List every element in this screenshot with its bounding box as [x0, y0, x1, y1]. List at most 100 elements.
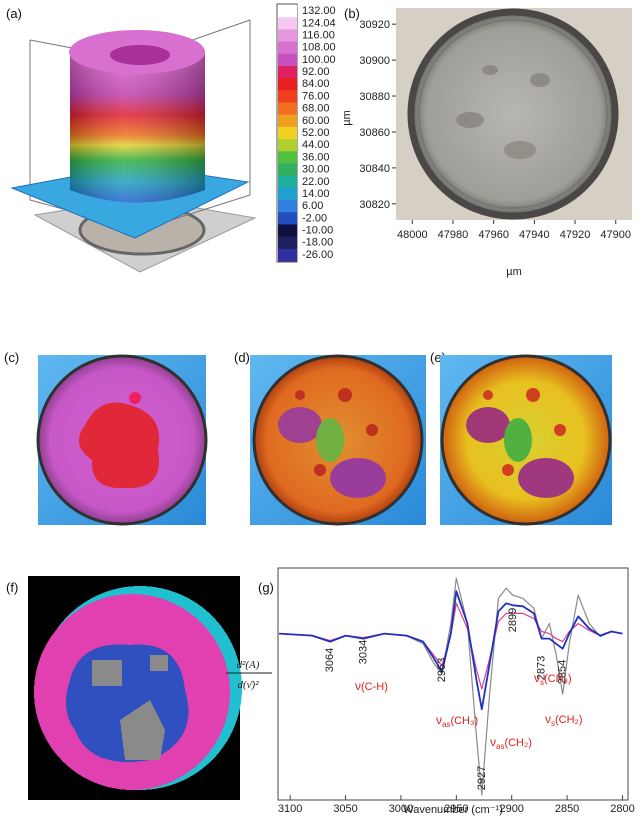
- colorbar-band: [278, 151, 297, 164]
- colorbar-label: 6.00: [302, 200, 323, 212]
- colorbar-label: -26.00: [302, 249, 333, 261]
- band-assignment: νs(CH₂): [545, 712, 582, 728]
- x-tick-label: 47980: [438, 229, 469, 241]
- colorbar-band: [278, 102, 297, 116]
- colorbar-band: [278, 17, 297, 30]
- nu: ν: [545, 712, 551, 726]
- peak-label: 2899: [507, 608, 519, 632]
- colorbar-band: [278, 163, 297, 177]
- peak-label: 2873: [536, 656, 548, 680]
- colorbar: 132.00124.04116.00108.00100.0092.0084.00…: [276, 3, 336, 263]
- panel-label: (f): [6, 580, 18, 595]
- panel-label: (g): [258, 580, 274, 595]
- colorbar-band: [278, 53, 297, 67]
- colorbar-label: -10.00: [302, 225, 333, 237]
- colorbar-band: [278, 5, 297, 18]
- colorbar-band: [278, 175, 297, 189]
- x-tick-label: 3100: [278, 803, 302, 815]
- band-assignment: νs(CH₃): [534, 671, 572, 687]
- colorbar-label: 44.00: [302, 139, 330, 151]
- colorbar-band: [278, 126, 297, 140]
- colorbar-band: [278, 248, 297, 262]
- colorbar-label: 68.00: [302, 103, 330, 115]
- colorbar-band: [278, 212, 297, 225]
- colorbar-label: 108.00: [302, 42, 336, 54]
- chemical-image: [36, 354, 208, 526]
- mode: s: [551, 719, 555, 728]
- colorbar-label: 100.00: [302, 54, 336, 66]
- band-assignment: νas(CH₃): [436, 713, 478, 729]
- colorbar-band: [278, 139, 297, 152]
- colorbar-label: -2.00: [302, 212, 327, 224]
- y-axis-label: µm: [341, 110, 353, 126]
- colorbar-label: 132.00: [302, 5, 336, 17]
- colorbar-label: 14.00: [302, 188, 330, 200]
- x-tick-label: 2800: [610, 803, 634, 815]
- colorbar-label: 30.00: [302, 164, 330, 176]
- panel-label: (b): [344, 6, 360, 21]
- colorbar-band: [278, 114, 297, 128]
- peak-label: 3064: [324, 648, 336, 672]
- colorbar-label: 124.04: [302, 17, 336, 29]
- colorbar-band: [278, 90, 297, 104]
- x-tick-label: 47960: [478, 229, 509, 241]
- band-assignment: νas(CH₂): [490, 735, 532, 751]
- mode: as: [442, 720, 450, 729]
- x-tick-label: 47920: [560, 229, 591, 241]
- nu: ν: [436, 713, 442, 727]
- micrograph-axes: 48000 47980 47960 47940 47920 47900 30820 30840…: [341, 19, 631, 278]
- x-tick-label: 3050: [333, 803, 357, 815]
- peak-label: 3034: [357, 640, 369, 664]
- group: (CH₂): [555, 714, 582, 726]
- colorbar-label: 52.00: [302, 127, 330, 139]
- band-assignment: ν(C-H): [355, 679, 388, 693]
- x-tick-label: 2850: [555, 803, 579, 815]
- panel-label: (d): [234, 350, 250, 365]
- panel-label: (c): [4, 350, 19, 365]
- colorbar-band: [278, 78, 297, 91]
- y-tick-label: 30860: [359, 127, 390, 139]
- y-tick-label: 30840: [359, 163, 390, 175]
- y-tick-label: 30920: [359, 19, 390, 31]
- x-tick-label: 3000: [389, 803, 413, 815]
- colorbar-label: 84.00: [302, 78, 330, 90]
- x-tick-label: 47900: [600, 229, 631, 241]
- micrograph: [396, 8, 632, 220]
- colorbar-band: [278, 236, 297, 250]
- group: (CH₂): [504, 737, 531, 749]
- y-axis-label: d(ν̄)²: [237, 679, 259, 691]
- x-tick-label: 2900: [499, 803, 523, 815]
- group: (CH₃): [544, 673, 572, 685]
- colorbar-label: 76.00: [302, 90, 330, 102]
- cluster-map: [28, 576, 242, 800]
- group: (C-H): [361, 681, 388, 693]
- group: (CH₃): [450, 715, 478, 727]
- colorbar-band: [278, 200, 297, 213]
- peak-label: 2963: [436, 658, 448, 682]
- colorbar-label: 92.00: [302, 66, 330, 78]
- spectrum-line: [279, 577, 623, 796]
- x-tick-label: 48000: [397, 229, 428, 241]
- y-axis-label: d²(A): [237, 659, 260, 671]
- peak-label: 2927: [476, 766, 488, 790]
- panel-label: (a): [6, 6, 22, 21]
- x-axis-label: Wavenumber (cm⁻¹): [403, 804, 503, 816]
- colorbar-band: [278, 224, 297, 238]
- colorbar-label: -18.00: [302, 237, 333, 249]
- colorbar-label: 22.00: [302, 176, 330, 188]
- x-tick-label: 2950: [444, 803, 468, 815]
- colorbar-band: [278, 187, 297, 201]
- nu: ν: [490, 735, 496, 749]
- spectrum-line: [279, 590, 623, 711]
- nu: ν: [534, 671, 540, 685]
- x-tick-label: 47940: [519, 229, 550, 241]
- mode: s: [540, 678, 544, 687]
- peak-label: 2854: [557, 660, 569, 684]
- colorbar-label: 116.00: [302, 29, 335, 41]
- colorbar-band: [278, 65, 297, 79]
- chemical-image: [440, 354, 612, 526]
- colorbar-label: 60.00: [302, 115, 330, 127]
- colorbar-label: 36.00: [302, 151, 330, 163]
- colorbar-band: [278, 41, 297, 55]
